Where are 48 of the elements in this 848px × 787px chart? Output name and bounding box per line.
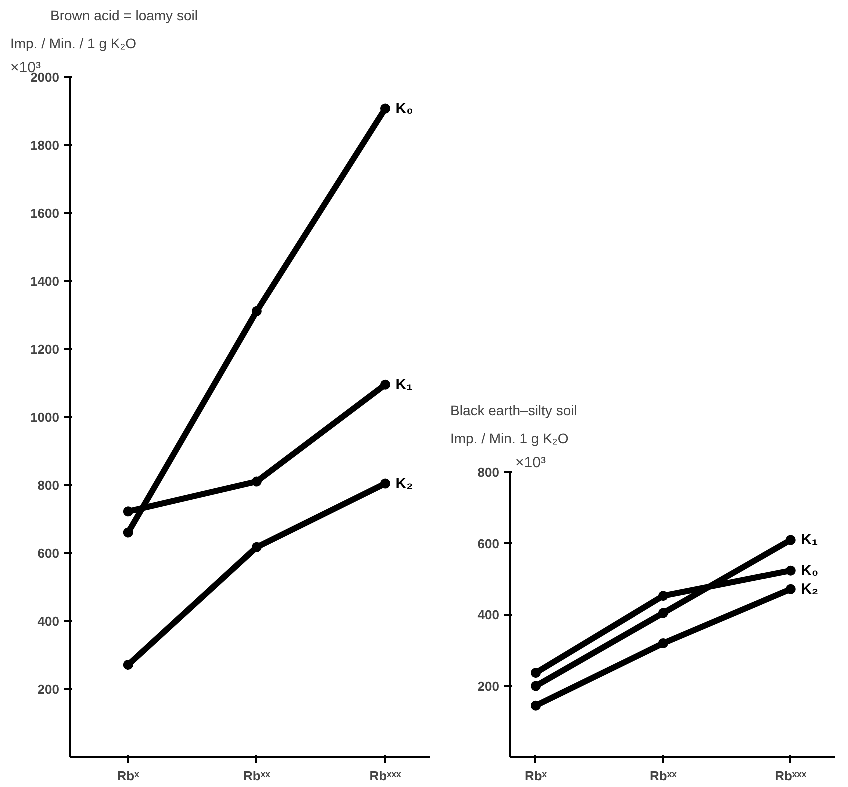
y-axis-title: Imp. / Min. / 1 g K₂O [10,36,137,52]
point [786,566,796,576]
x-tick-label: Rbˣˣˣ [775,768,807,784]
y-tick-label: 1200 [30,342,60,357]
point [123,528,134,538]
series-label: K₂ [801,580,819,598]
point [252,306,262,316]
chart-title: Black earth–silty soil [450,402,578,418]
x-tick-label: Rbˣˣ [244,768,271,784]
chart-title: Brown acid = loamy soil [50,8,198,24]
point [380,380,390,390]
point [786,584,796,594]
y-tick-label: 800 [478,465,500,480]
point [658,591,668,602]
y-tick-label: 1600 [30,206,60,221]
y-tick-label: 400 [478,608,500,622]
y-tick-label: 200 [38,682,60,697]
y-tick-label: 200 [478,678,500,694]
point [380,104,390,114]
point [380,478,390,489]
point [658,608,668,618]
x-tick-label: Rbˣˣ [650,768,678,784]
y-tick-label: 600 [478,536,500,552]
series-label: K₀ [801,562,819,580]
y-axis-title: Imp. / Min. 1 g K₂O [450,430,569,446]
y-tick-label: 1000 [30,410,60,425]
point [530,700,541,711]
point [786,535,796,546]
point [123,660,134,670]
point [252,476,262,487]
x-tick-label: Rbˣ [117,768,140,784]
point [530,681,541,692]
point [123,506,134,517]
x-tick-label: Rbˣ [524,768,548,784]
series-label: K₁ [801,532,818,549]
point [252,542,262,552]
y-tick-label: 1800 [30,138,60,153]
y-tick-label: 800 [38,478,60,493]
point [658,638,668,648]
text: ×10³ [516,454,546,472]
series-label: K₂ [396,475,414,492]
point [530,668,541,678]
y-tick-label: 1400 [30,274,60,289]
x-tick-label: Rbˣˣˣ [370,768,402,784]
y-tick-label: 600 [38,546,60,561]
series-label: K₁ [396,376,413,394]
y-tick-label: 400 [38,614,60,629]
series-label: K₀ [396,100,414,118]
